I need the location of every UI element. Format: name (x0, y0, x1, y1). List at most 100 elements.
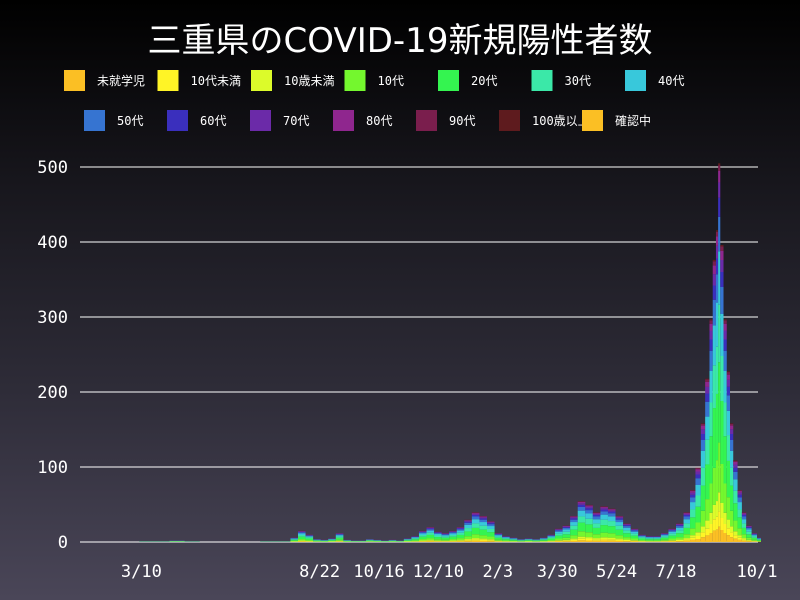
bar-segment (479, 525, 487, 530)
bar-segment (695, 471, 701, 475)
bar-segment (615, 518, 624, 520)
bar-segment (730, 425, 734, 430)
bar-segment (715, 302, 719, 347)
bar-segment (487, 540, 495, 542)
bar-segment (683, 513, 691, 515)
bar-segment (441, 539, 450, 541)
bar-segment (418, 540, 427, 542)
bar-segment (509, 539, 518, 541)
bar-segment (757, 539, 761, 540)
bar-segment (700, 532, 706, 538)
bar-segment (690, 502, 696, 510)
bar-segment (709, 320, 713, 324)
bar-segment (449, 540, 457, 542)
bar-segment (751, 535, 757, 537)
bar-segment (411, 538, 419, 540)
bar-segment (562, 539, 571, 541)
legend-swatch (84, 110, 105, 131)
bar-segment (570, 525, 578, 530)
bar-segment (723, 323, 727, 331)
bar-segment (676, 525, 684, 527)
bar-segment (615, 538, 624, 540)
bar-segment (718, 492, 721, 512)
y-tick-label: 500 (37, 158, 68, 178)
bars (139, 163, 761, 542)
bar-segment (456, 527, 465, 529)
bar-segment (683, 516, 691, 520)
legend-label: 80代 (366, 114, 392, 128)
bar-segment (712, 299, 716, 326)
bar-segment (298, 533, 306, 536)
bar-segment (502, 539, 510, 541)
bar-segment (555, 531, 563, 534)
bar-segment (712, 467, 716, 505)
bar-segment (524, 540, 533, 542)
bar-segment (539, 539, 548, 541)
legend-label: 90代 (449, 114, 475, 128)
bar-segment (676, 523, 684, 525)
bar-segment (479, 516, 487, 518)
bar-segment (638, 537, 646, 539)
bar-segment (471, 539, 480, 541)
bar-segment (720, 464, 724, 503)
bar-segment (730, 532, 734, 538)
bar-segment (723, 339, 727, 351)
x-tick-label: 7/18 (656, 562, 697, 582)
bar-segment (712, 408, 716, 468)
bar-segment (700, 467, 706, 486)
bar-segment (555, 541, 563, 542)
bar-segment (502, 537, 510, 539)
bar-segment (630, 541, 639, 542)
bar-segment (726, 528, 730, 536)
bar-segment (709, 330, 713, 340)
bar-segment (695, 539, 701, 542)
bar-segment (441, 535, 450, 537)
bar-segment (623, 539, 631, 541)
bar-segment (577, 516, 586, 523)
bar-segment (592, 540, 601, 542)
bar-segment (733, 535, 738, 539)
bar-segment (746, 526, 752, 528)
bar-segment (471, 513, 480, 515)
bar-segment (638, 535, 646, 537)
bar-segment (577, 506, 586, 511)
bar-segment (600, 507, 608, 509)
bar-segment (737, 537, 742, 540)
bar-segment (709, 512, 713, 524)
bar-segment (668, 531, 676, 534)
legend-swatch (167, 110, 188, 131)
bar-segment (464, 539, 472, 541)
bar-segment (718, 442, 721, 493)
bar-segment (434, 535, 442, 538)
bar-segment (600, 514, 608, 520)
bar-segment (733, 464, 738, 468)
bar-segment (418, 533, 427, 536)
bar-segment (630, 530, 639, 532)
chart-title: 三重県のCOVID-19新規陽性者数 (148, 21, 653, 61)
bar-segment (600, 508, 608, 510)
bar-segment (690, 490, 696, 492)
bar-segment (426, 540, 435, 542)
bar-segment (668, 540, 676, 541)
bar-segment (487, 536, 495, 540)
bar-segment (456, 529, 465, 531)
bar-segment (585, 532, 593, 538)
bar-segment (328, 539, 336, 541)
bar-segment (705, 464, 710, 500)
bar-segment (366, 540, 374, 542)
bar-segment (592, 516, 601, 520)
bar-segment (487, 532, 495, 537)
bar-segment (746, 541, 752, 542)
bar-segment (668, 529, 676, 531)
bar-segment (645, 536, 654, 538)
bar-segment (690, 494, 696, 498)
bar-segment (757, 540, 761, 542)
bar-segment (720, 260, 724, 272)
bar-segment (600, 540, 608, 542)
bar-segment (645, 539, 654, 541)
bar-segment (464, 531, 472, 537)
bar-segment (298, 539, 306, 541)
legend-label: 未就学児 (97, 73, 145, 88)
x-tick-label: 3/10 (121, 562, 162, 582)
x-tick-label: 12/10 (413, 562, 464, 582)
